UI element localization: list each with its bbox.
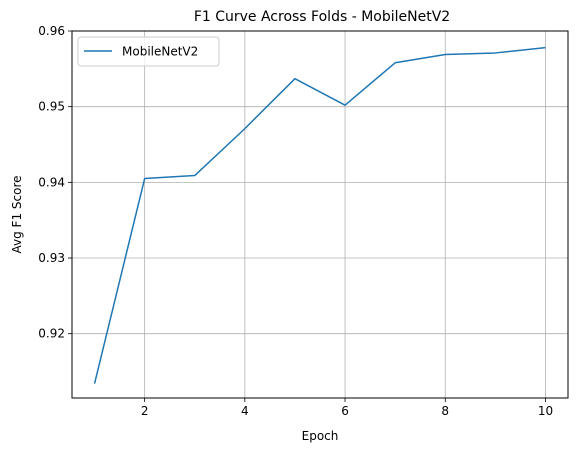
plot-frame bbox=[71, 30, 569, 399]
x-tick-label: 4 bbox=[241, 404, 249, 418]
data-point bbox=[143, 177, 146, 180]
y-axis-label: Avg F1 Score bbox=[10, 176, 24, 254]
y-tick-label: 0.92 bbox=[38, 327, 65, 341]
legend-label-mobilenetv2: MobileNetV2 bbox=[122, 45, 198, 59]
x-tick-label: 10 bbox=[538, 404, 553, 418]
data-point bbox=[344, 104, 347, 107]
x-tick-label: 2 bbox=[141, 404, 149, 418]
data-point bbox=[193, 174, 196, 177]
legend-box bbox=[77, 36, 220, 67]
grid bbox=[72, 30, 568, 398]
y-tick-label: 0.93 bbox=[38, 251, 65, 265]
data-point bbox=[293, 77, 296, 80]
y-tick-label: 0.94 bbox=[38, 175, 65, 189]
x-tick-label: 6 bbox=[341, 404, 349, 418]
x-axis: 2 4 6 8 10 bbox=[141, 398, 553, 418]
data-point bbox=[243, 127, 246, 130]
data-point bbox=[494, 51, 497, 54]
series-line-mobilenetv2 bbox=[93, 46, 546, 384]
y-tick-label: 0.96 bbox=[38, 24, 65, 38]
data-point bbox=[93, 382, 96, 385]
data-point bbox=[544, 46, 547, 49]
series-layer bbox=[93, 46, 547, 385]
x-tick-label: 8 bbox=[441, 404, 449, 418]
chart-title: F1 Curve Across Folds - MobileNetV2 bbox=[194, 9, 450, 25]
legend: MobileNetV2 bbox=[77, 36, 220, 67]
data-point bbox=[394, 61, 397, 64]
y-tick-label: 0.95 bbox=[38, 100, 65, 114]
y-axis: 0.92 0.93 0.94 0.95 0.96 bbox=[38, 24, 72, 341]
data-point bbox=[444, 53, 447, 56]
x-axis-label: Epoch bbox=[302, 429, 339, 443]
